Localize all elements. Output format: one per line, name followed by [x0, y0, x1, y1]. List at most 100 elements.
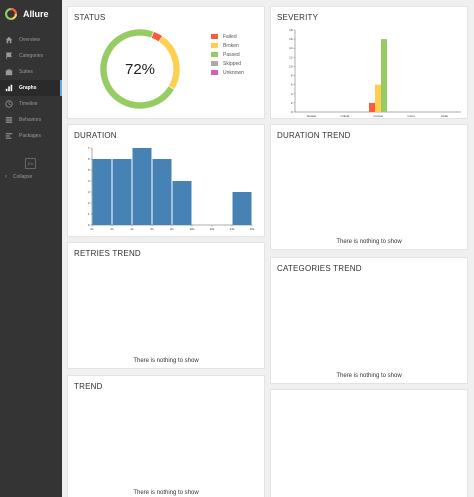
legend-item-unknown[interactable]: Unknown: [211, 68, 244, 77]
y-tick-label: 0: [88, 223, 90, 227]
trend-widget: TREND There is nothing to show: [67, 375, 265, 497]
x-tick-label: 10s: [190, 227, 195, 231]
empty-message: There is nothing to show: [133, 358, 199, 364]
sidebar-item-label: Categories: [19, 53, 44, 59]
sidebar-item-categories[interactable]: Categories: [0, 48, 62, 64]
y-tick-label: 2: [88, 201, 90, 205]
legend-item-failed[interactable]: Failed: [211, 32, 244, 41]
legend-label: Failed: [223, 33, 237, 40]
legend-item-skipped[interactable]: Skipped: [211, 59, 244, 68]
y-tick-label: 8: [291, 74, 293, 78]
legend-swatch: [211, 52, 218, 57]
legend-swatch: [211, 61, 218, 66]
home-icon: [5, 36, 13, 44]
duration-bar[interactable]: [172, 181, 192, 225]
widget-title[interactable]: STATUS: [74, 13, 106, 22]
duration-widget: DURATION 0 1 2 3 4 5 6 7 0s 2s 4s 6s 8s 10s 12s 14s 16s: [67, 124, 265, 237]
collapse-label: Collapse: [13, 174, 33, 180]
sidebar-item-label: Timeline: [19, 101, 38, 107]
sidebar-item-graphs[interactable]: Graphs: [0, 80, 62, 96]
sidebar-item-label: Graphs: [19, 85, 37, 91]
severity-bar-passed[interactable]: [381, 39, 387, 112]
legend-item-passed[interactable]: Passed: [211, 50, 244, 59]
widget-title[interactable]: TREND: [74, 382, 103, 391]
sidebar-item-overview[interactable]: Overview: [0, 32, 62, 48]
x-tick-label: 12s: [210, 227, 215, 231]
y-tick-label: 4: [291, 92, 293, 96]
y-tick-label: 3: [88, 190, 90, 194]
widget-title[interactable]: DURATION TREND: [277, 131, 351, 140]
app-name: Allure: [23, 9, 49, 19]
severity-chart: 0 2 4 6 8 10 12 14 16 18 blocker critical normal mino…: [289, 28, 461, 118]
y-tick-label: 18: [289, 28, 293, 32]
x-tick-label: blocker: [307, 114, 317, 118]
y-tick-label: 10: [289, 64, 293, 68]
clock-icon: [5, 100, 13, 108]
duration-chart: 0 1 2 3 4 5 6 7 0s 2s 4s 6s 8s 10s 12s 14s 16s: [88, 146, 255, 231]
status-donut-chart: 72%: [99, 28, 181, 110]
y-tick-label: 0: [291, 110, 293, 114]
sidebar-item-label: Overview: [19, 37, 40, 43]
empty-message: There is nothing to show: [336, 239, 402, 245]
duration-bar[interactable]: [152, 159, 172, 225]
widget-title[interactable]: DURATION: [74, 131, 117, 140]
sidebar-item-suites[interactable]: Suites: [0, 64, 62, 80]
x-tick-label: normal: [373, 114, 383, 118]
legend-label: Unknown: [223, 69, 244, 76]
status-legend: Failed Broken Passed Skipped Unknown: [211, 32, 244, 77]
x-tick-label: 2s: [110, 227, 114, 231]
duration-bar[interactable]: [232, 192, 252, 225]
sidebar-item-label: Behaviors: [19, 117, 42, 123]
donut-slice-broken[interactable]: [158, 35, 181, 90]
sidebar-item-timeline[interactable]: Timeline: [0, 96, 62, 112]
list-icon: [5, 116, 13, 124]
legend-item-broken[interactable]: Broken: [211, 41, 244, 50]
status-widget: STATUS 72% Failed Broken Passed Skipped …: [67, 6, 265, 119]
legend-swatch: [211, 70, 218, 75]
sidebar-nav: Overview Categories Suites Graphs Timeli…: [0, 32, 62, 144]
brand[interactable]: Allure: [0, 0, 62, 28]
x-tick-label: 8s: [170, 227, 174, 231]
collapse-button[interactable]: ‹ Collapse: [5, 174, 32, 180]
legend-label: Broken: [223, 42, 239, 49]
widget-title[interactable]: RETRIES TREND: [74, 249, 141, 258]
y-tick-label: 2: [291, 101, 293, 105]
severity-bar-failed[interactable]: [369, 102, 375, 112]
sidebar-item-behaviors[interactable]: Behaviors: [0, 112, 62, 128]
categories-trend-widget: CATEGORIES TREND There is nothing to sho…: [270, 257, 468, 384]
flag-icon: [5, 52, 13, 60]
x-tick-label: 4s: [130, 227, 134, 231]
legend-swatch: [211, 34, 218, 39]
widget-title[interactable]: SEVERITY: [277, 13, 319, 22]
briefcase-icon: [5, 68, 13, 76]
y-tick-label: 1: [88, 212, 90, 216]
empty-panel: [270, 389, 468, 497]
sidebar-item-packages[interactable]: Packages: [0, 128, 62, 144]
y-tick-label: 7: [88, 146, 90, 150]
retries-trend-widget: RETRIES TREND There is nothing to show: [67, 242, 265, 369]
bar-chart-icon: [5, 84, 13, 92]
donut-slice-passed[interactable]: [99, 28, 175, 110]
severity-widget: SEVERITY 0 2 4 6 8 10 12 14 16 18 blocker critical n…: [270, 6, 468, 119]
y-tick-label: 14: [289, 46, 293, 50]
duration-trend-widget: DURATION TREND There is nothing to show: [270, 124, 468, 250]
x-tick-label: 14s: [230, 227, 235, 231]
x-tick-label: 16s: [250, 227, 255, 231]
y-tick-label: 5: [88, 168, 90, 172]
align-left-icon: [5, 132, 13, 140]
legend-label: Skipped: [223, 60, 242, 67]
x-tick-label: 6s: [150, 227, 154, 231]
severity-bar-broken[interactable]: [375, 84, 381, 112]
legend-label: Passed: [223, 51, 240, 58]
duration-bar[interactable]: [92, 159, 112, 225]
y-tick-label: 4: [88, 179, 90, 183]
empty-message: There is nothing to show: [336, 373, 402, 379]
duration-bar[interactable]: [112, 159, 132, 225]
language-select[interactable]: En: [25, 158, 36, 169]
duration-bar[interactable]: [132, 148, 152, 225]
sidebar: Allure Overview Categories Suites Graphs: [0, 0, 62, 497]
y-tick-label: 6: [291, 83, 293, 87]
allure-logo-icon: [5, 8, 17, 20]
sidebar-item-label: Packages: [19, 133, 41, 139]
widget-title[interactable]: CATEGORIES TREND: [277, 264, 362, 273]
